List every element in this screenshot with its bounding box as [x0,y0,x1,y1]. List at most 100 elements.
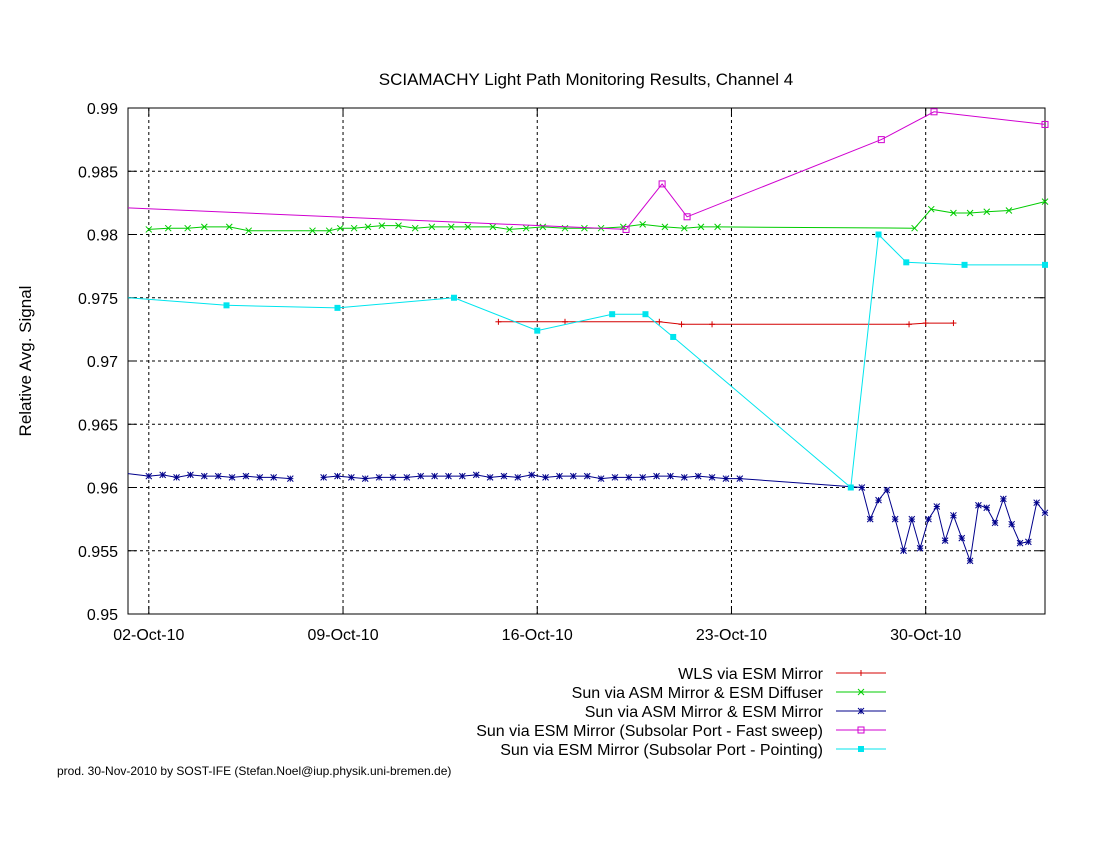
cross-stroke [857,688,865,696]
data-point [609,311,616,318]
cross-stroke [506,226,513,233]
y-tick-label: 0.985 [78,164,118,181]
data-point [458,472,466,480]
legend-swatch-marker [857,688,865,696]
cross-stroke [966,209,974,217]
star-stroke [334,472,341,480]
star-stroke [708,474,716,481]
square-outline [658,180,666,188]
data-point [514,474,522,481]
legend-label: WLS via ESM Mirror [678,666,824,683]
square-filled [451,294,458,301]
series-line [148,201,1046,232]
data-point [164,224,172,232]
data-point [534,327,541,334]
data-point [173,474,180,481]
star-stroke [597,475,605,482]
data-point [411,224,419,232]
star-stroke [875,496,882,504]
data-point [622,225,630,233]
credit-footer: prod. 30-Nov-2010 by SOST-IFE (Stefan.No… [57,764,452,778]
data-point [256,474,264,481]
data-point [847,484,854,491]
cross-stroke [680,224,688,232]
series-sun-via-esm-mirror-subsolar-port-fast-sweep [127,108,1049,233]
data-point [451,294,458,301]
grid [128,108,1045,614]
star-stroke [933,503,941,510]
star-stroke [320,474,327,481]
star-stroke [270,474,278,481]
star-stroke [214,472,222,480]
star-stroke [556,472,563,480]
star-stroke [173,474,180,481]
y-tick-label: 0.95 [87,607,118,624]
legend-swatch-marker [858,670,864,676]
data-point [714,223,721,231]
star-stroke [736,475,744,482]
series-line [127,473,291,480]
series-line [323,474,1046,562]
square-filled [961,261,968,268]
data-point [1041,509,1049,517]
data-point [145,472,153,480]
data-point [642,311,649,318]
cross-stroke [464,223,472,231]
square-outline [622,225,630,233]
data-point [911,224,918,232]
star-stroke [975,501,982,509]
star-stroke [1000,495,1007,503]
data-point [334,304,341,311]
cross-stroke [950,209,957,217]
data-point [1033,499,1041,507]
cross-stroke [225,223,233,231]
data-point [472,471,480,479]
data-point [187,471,194,479]
legend-label: Sun via ASM Mirror & ESM Diffuser [572,685,824,702]
legend-swatch-marker [858,746,864,752]
cross-stroke [350,224,358,232]
data-point [464,223,472,231]
data-point [708,474,716,481]
cross-stroke [428,223,436,231]
x-tick-label: 09-Oct-10 [307,627,378,644]
cross-stroke [983,208,991,216]
star-stroke [348,474,355,481]
data-point [875,496,882,504]
star-stroke [625,474,633,481]
data-point [223,302,230,309]
data-point [927,205,935,213]
star-stroke [375,474,383,481]
series-line [127,111,1046,230]
series-layer [127,108,1049,565]
y-tick-label: 0.99 [87,101,118,118]
star-stroke [403,474,411,481]
data-point [1000,495,1007,503]
x-tick-label: 30-Oct-10 [890,627,961,644]
series-sun-via-esm-mirror-subsolar-port-pointing [127,231,1048,491]
data-point [639,221,647,228]
star-stroke [611,474,619,481]
legend: WLS via ESM Mirror Sun via ASM Mirror & E… [476,666,886,759]
data-point [325,227,333,235]
star-stroke [680,474,688,481]
square-outline [877,136,885,144]
data-point [736,475,744,482]
star-stroke [950,511,957,519]
axes: 0.95 0.955 0.96 0.965 0.97 0.975 0.98 0.985 0.99… [78,101,1046,644]
star-stroke [361,475,369,482]
data-point [309,227,316,235]
star-stroke [187,471,194,479]
data-point [858,484,866,491]
star-stroke [256,474,264,481]
star-stroke [445,472,452,480]
data-point [489,223,497,231]
data-point [656,318,663,325]
data-point [486,474,494,481]
star-stroke [866,515,874,523]
cross-stroke [378,222,386,229]
star-stroke [667,472,674,480]
data-point [661,223,669,231]
data-point [417,472,425,480]
data-point [683,213,691,221]
